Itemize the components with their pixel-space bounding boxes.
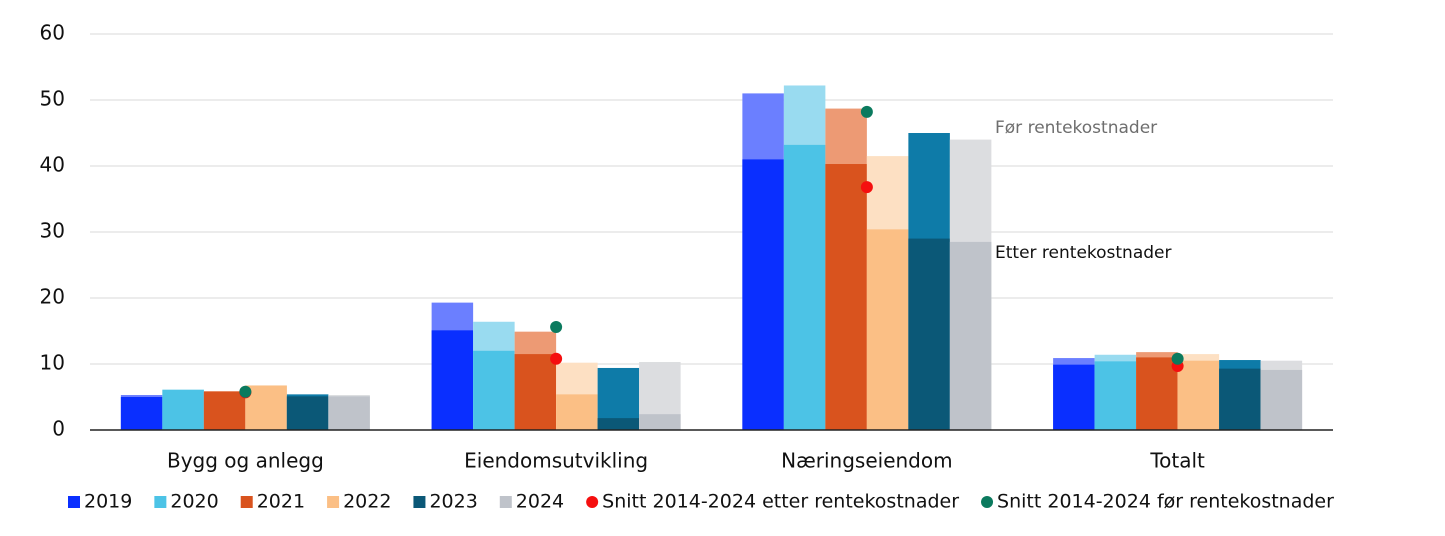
bar <box>120 397 163 430</box>
annotation: Før rentekostnader <box>995 118 1157 138</box>
y-tick-label: 0 <box>52 417 65 441</box>
bar <box>1136 357 1178 430</box>
bar <box>514 354 557 430</box>
y-tick-label: 60 <box>40 21 65 45</box>
average-dot <box>1171 352 1184 365</box>
legend-swatch <box>413 496 426 508</box>
average-dot <box>550 352 563 365</box>
legend-label: 2020 <box>170 491 218 513</box>
bar <box>1177 360 1220 430</box>
legend-swatch <box>68 496 80 508</box>
legend-swatch <box>586 496 599 508</box>
bar <box>245 385 287 430</box>
x-tick-label: Totalt <box>1149 449 1205 473</box>
bar <box>431 330 474 430</box>
legend-label: 2021 <box>257 491 305 513</box>
average-dot <box>550 321 563 334</box>
bar <box>1219 368 1261 430</box>
legend-swatch <box>240 496 253 508</box>
bar <box>328 396 370 430</box>
legend-swatch <box>981 496 994 508</box>
bar <box>286 396 329 430</box>
average-dot <box>239 385 252 398</box>
legend-label: Snitt 2014-2024 før rentekostnader <box>997 491 1334 513</box>
y-tick-label: 50 <box>40 87 65 111</box>
bar <box>473 350 515 430</box>
bar <box>203 391 246 430</box>
legend-label: 2024 <box>516 491 564 513</box>
bar <box>908 238 950 430</box>
legend-swatch <box>154 496 167 508</box>
bar <box>162 389 204 430</box>
legend-label: Snitt 2014-2024 etter rentekostnader <box>602 491 959 513</box>
bar <box>597 418 640 430</box>
bar <box>1260 369 1303 430</box>
x-tick-label: Bygg og anlegg <box>167 449 324 473</box>
y-tick-label: 20 <box>40 285 65 309</box>
y-tick-label: 10 <box>40 351 65 375</box>
legend-swatch <box>327 496 340 508</box>
bar <box>949 241 992 430</box>
bar <box>1094 361 1137 430</box>
bar <box>556 394 598 430</box>
annotation: Etter rentekostnader <box>995 243 1172 263</box>
x-tick-label: Eiendomsutvikling <box>464 449 648 473</box>
y-tick-label: 30 <box>40 219 65 243</box>
legend-label: 2023 <box>429 491 477 513</box>
average-dot <box>860 105 873 118</box>
bar <box>866 229 909 430</box>
bar <box>1053 364 1095 430</box>
y-tick-label: 40 <box>40 153 65 177</box>
average-dot <box>860 181 873 194</box>
legend-label: 2019 <box>84 491 132 513</box>
bar <box>783 144 826 430</box>
legend-label: 2022 <box>343 491 391 513</box>
bar <box>742 159 784 430</box>
bar <box>825 164 867 430</box>
x-tick-label: Næringseiendom <box>781 449 952 473</box>
legend-swatch <box>499 496 512 508</box>
bar <box>639 414 681 430</box>
